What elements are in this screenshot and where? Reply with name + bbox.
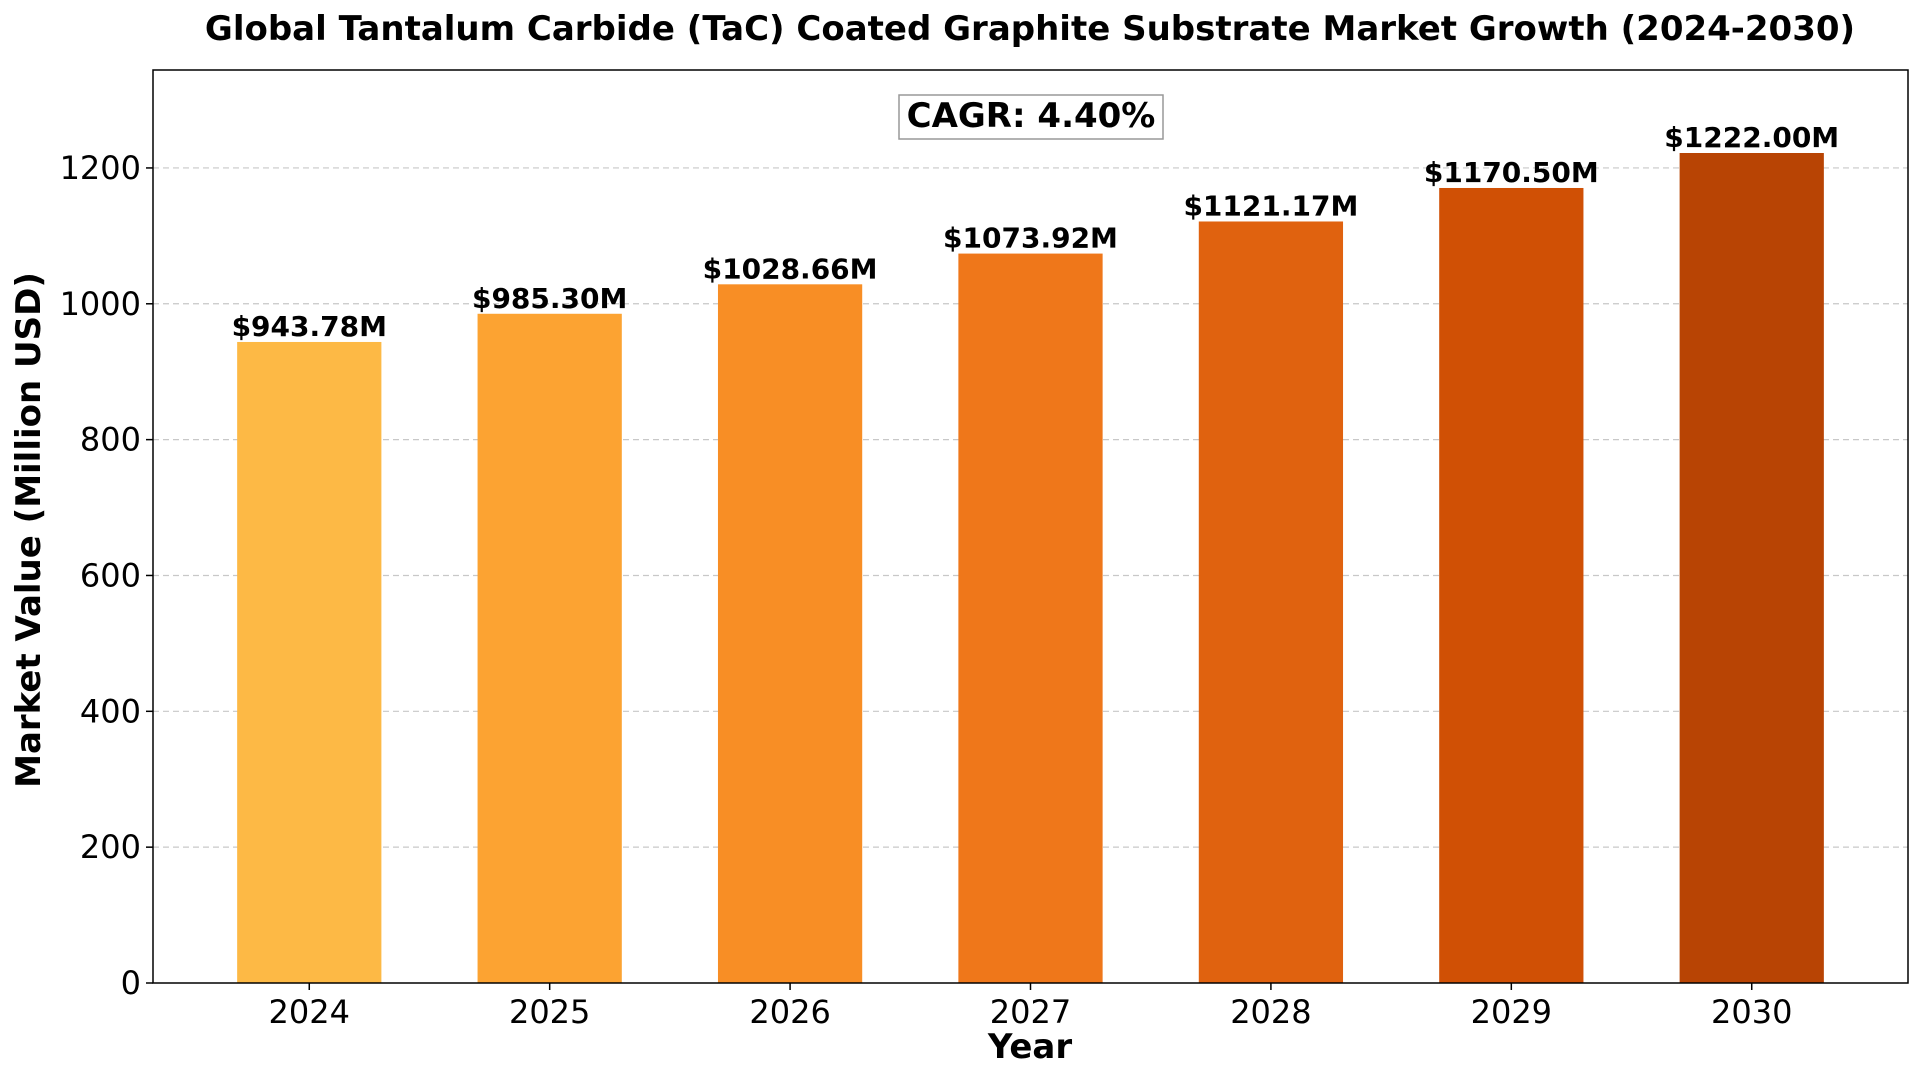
bars (237, 153, 1824, 984)
y-tick-label: 1200 (60, 149, 141, 187)
x-tick-label: 2029 (1471, 993, 1552, 1031)
y-axis-label: Market Value (Million USD) (9, 272, 49, 788)
chart-title: Global Tantalum Carbide (TaC) Coated Gra… (205, 9, 1855, 49)
bar (1198, 221, 1344, 984)
x-tick-label: 2028 (1230, 993, 1311, 1031)
x-tick-label: 2027 (990, 993, 1071, 1031)
axes: 2024 2025 2026 2027 2028 2029 2030 0 200 400 600 80… (60, 69, 1909, 1031)
plot-frame (152, 69, 1909, 984)
grid-lines (153, 167, 1908, 848)
bar-value-label: $1222.00M (1664, 121, 1839, 154)
bar (958, 253, 1103, 983)
bar-value-label: $1170.50M (1424, 156, 1599, 189)
y-tick-label: 0 (121, 964, 141, 1002)
bar-value-label: $1028.66M (703, 252, 878, 285)
x-tick-label: 2024 (269, 993, 350, 1031)
bar-value-label: $1073.92M (943, 222, 1118, 255)
bar-value-label: $985.30M (472, 282, 627, 315)
y-tick-label: 400 (80, 692, 141, 730)
x-tick-label: 2025 (509, 993, 590, 1031)
x-tick-label: 2026 (749, 993, 830, 1031)
y-tick-label: 800 (80, 421, 141, 459)
bar-value-label: $943.78M (232, 310, 387, 343)
x-tick-label: 2030 (1711, 993, 1792, 1031)
bar (1439, 187, 1584, 983)
y-tick-label: 1000 (60, 285, 141, 323)
value-labels: $943.78M $985.30M $1028.66M $1073.92M $1121.… (232, 121, 1840, 343)
y-tick-label: 600 (80, 556, 141, 594)
bar (477, 313, 622, 984)
bar (1679, 153, 1824, 983)
y-tick-label: 200 (80, 828, 141, 866)
cagr-label: CAGR: 4.40% (907, 96, 1156, 136)
cagr-annotation: CAGR: 4.40% (898, 94, 1164, 140)
bar-value-label: $1121.17M (1183, 189, 1358, 222)
bar (237, 341, 382, 983)
cagr-box (898, 94, 1164, 140)
x-axis-label: Year (987, 1027, 1073, 1067)
bar (717, 284, 863, 983)
